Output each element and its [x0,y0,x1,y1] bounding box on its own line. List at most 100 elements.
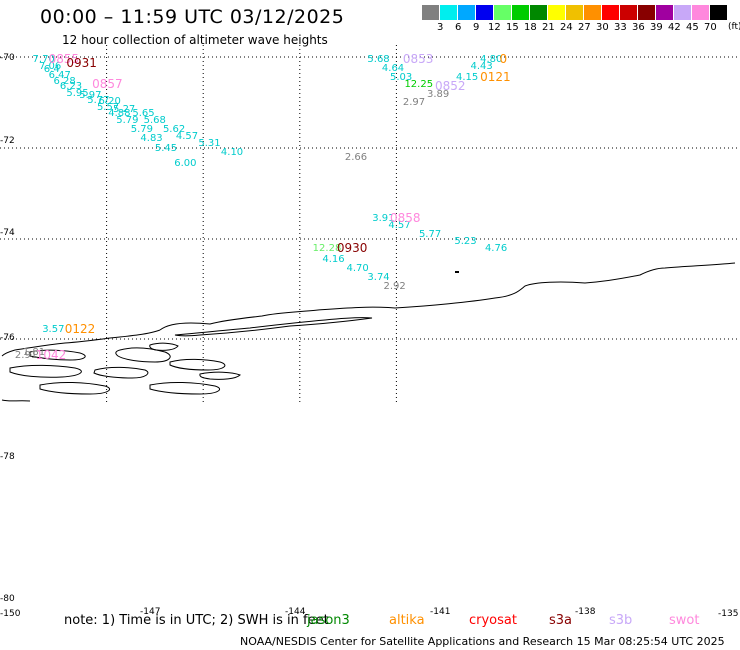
pass-time-label: 0121 [480,69,511,84]
satellite-key-s3a: s3a [549,613,573,628]
wave-height-label: 4.88 [108,108,131,120]
legend-label: 70 [704,22,717,33]
wave-height-label: 4.10 [220,147,244,158]
wave-height-label: 12.25 [404,78,434,90]
map-title: 00:00 – 11:59 UTC 03/12/2025 [40,6,345,28]
wave-height-label: 6.20 [98,96,121,108]
wave-height-label: 5.65 [132,108,155,120]
latitude-label: -76 [0,333,15,343]
wave-height-label: 4.80 [480,53,503,65]
legend-unit: (ft) [728,22,740,32]
latitude-label: -74 [0,228,15,238]
legend-swatch [458,5,475,20]
satellite-key-s3b: s3b [609,613,633,628]
legend-label: 3 [437,22,444,33]
wave-height-label: 5.68 [367,53,390,65]
wave-height-label: 3.89 [426,88,450,100]
legend-swatch [584,5,601,20]
satellite-key-cryosat: cryosat [469,613,517,628]
wave-height-label: 5.23 [454,235,477,247]
wave-height-label: 2.91 [14,349,38,361]
longitude-label: -138 [575,607,596,617]
wave-height-label: 6.28 [53,76,76,88]
ice-shelf-inner-edge [174,317,373,337]
wave-height-label: 6.23 [59,81,83,93]
wave-height-label: 5.62 [162,124,186,136]
wave-height-label: 6.47 [48,69,71,81]
wave-height-label: 4.57 [175,131,199,143]
wave-height-label: 2.66 [344,151,368,163]
ice-rise-6 [39,381,110,395]
wave-height-label: 5.79 [116,115,139,127]
wave-height-label: 5.79 [130,124,154,136]
pass-time-label: 0853 [402,51,434,66]
latitude-label: -70 [0,53,15,63]
wave-height-label: 6.00 [174,158,197,170]
legend-swatch [602,5,619,20]
wave-height-label: 12.28 [312,243,342,255]
legend-label: 9 [473,22,480,33]
legend-swatch [656,5,673,20]
pass-time-label: 0858 [389,210,421,225]
legend-swatch [710,5,727,20]
ice-rise-4 [93,366,149,379]
pass-time-label: 0 [499,51,508,66]
ice-rise-3 [9,364,82,378]
pass-time-label: 0857 [92,76,123,91]
legend-swatch [638,5,655,20]
wave-height-label: 5.77 [87,94,110,106]
wave-height-label: 4.76 [484,243,508,255]
wave-height-label: 1.81 [22,346,46,358]
coast-bottom-edge [1,399,31,402]
longitude-label: -144 [285,607,306,617]
legend-label: 27 [578,22,591,33]
wave-height-label: 4.70 [346,263,369,275]
wave-height-label: 5.31 [198,137,221,149]
wave-height-label: 2.97 [402,96,426,108]
latitude-label: -72 [0,136,15,146]
map-subtitle: 12 hour collection of altimeter wave hei… [62,33,328,47]
ice-rise-9 [149,342,179,351]
legend-label: 33 [614,22,627,33]
wave-height-label: 5.03 [389,71,413,83]
wave-height-label: 2.92 [383,281,406,293]
wave-height-label: 3.57 [42,324,65,336]
legend-label: 42 [668,22,681,33]
wave-height-label: 5.45 [154,143,178,155]
legend-label: 39 [650,22,663,33]
legend-swatch [674,5,691,20]
graticule [0,45,740,405]
ice-rise-2 [29,349,86,361]
legend-swatch [494,5,511,20]
longitude-label: -135 [718,609,739,619]
legend-swatch [440,5,457,20]
coastline-segment-west [1,329,161,357]
legend-swatch [620,5,637,20]
legend-swatch [548,5,565,20]
wave-height-label: 3.91 [372,212,395,224]
wave-height-label: 4.83 [140,133,163,145]
legend-label: 21 [542,22,555,33]
legend-swatch [512,5,529,20]
legend-label: 30 [596,22,609,33]
latitude-label: -78 [0,452,15,462]
wave-height-label: 5.95 [66,87,89,99]
longitude-label: -150 [0,609,21,619]
wave-height-label: 5.57 [96,101,120,113]
wave-height-label: 4.57 [388,219,411,231]
ice-rise-8 [199,371,241,380]
ice-rise-5 [169,358,226,371]
wave-height-label: 7.06 [38,60,62,72]
wave-height-label: 4.64 [381,62,405,74]
legend-swatch [566,5,583,20]
antarctic-coastline [1,262,736,402]
wave-height-label: 7.70 [32,53,55,65]
satellite-key-altika: altika [389,613,425,628]
wave-height-label: 5.68 [143,115,166,127]
wave-height-label: 6.4 [43,64,60,76]
pass-time-label: 0930 [336,241,368,256]
ice-shelf-edge [159,262,736,331]
pass-time-label: 1042 [35,347,67,362]
legend-label: 24 [560,22,573,33]
